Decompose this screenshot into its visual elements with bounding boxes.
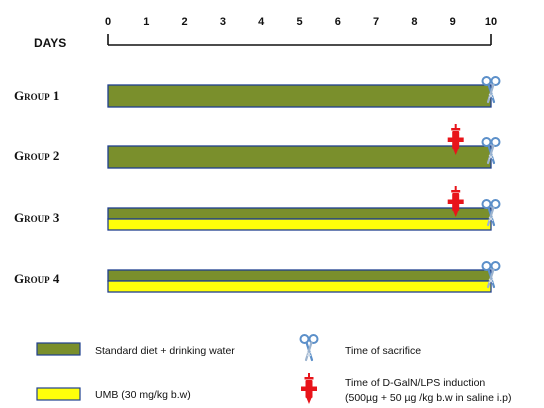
standard-bar (107, 145, 492, 169)
group-bars (107, 207, 492, 231)
standard-bar (107, 269, 492, 282)
tick-label: 6 (335, 16, 341, 28)
legend-label: Standard diet + drinking water (95, 345, 235, 357)
umb-swatch (36, 387, 81, 401)
group-bars (107, 269, 492, 293)
group-row: Group 3 (14, 186, 501, 231)
group-label: Group 1 (14, 88, 59, 103)
group-label: Group 2 (14, 148, 59, 163)
group-row: Group 4 (14, 260, 501, 293)
tick-label: 9 (450, 16, 456, 28)
group-bars (107, 145, 492, 169)
standard-swatch (36, 342, 81, 356)
tick-label: 1 (143, 16, 149, 28)
tick-label: 5 (296, 16, 302, 28)
legend-item-umb: UMB (30 mg/kg b.w) (36, 387, 191, 401)
syringe-injection-icon (301, 373, 317, 404)
tick-label: 0 (105, 16, 111, 28)
group-row: Group 2 (14, 124, 501, 169)
umb-bar (107, 280, 492, 293)
standard-bar (107, 84, 492, 108)
legend-item-sacrifice: Time of sacrifice (299, 333, 421, 362)
days-axis: DAYS 0 1 2 3 4 5 6 7 8 9 10 (34, 16, 497, 50)
umb-bar (107, 218, 492, 231)
tick-label: 10 (485, 16, 497, 28)
legend-label: Time of D-GalN/LPS induction (345, 377, 485, 389)
legend: Standard diet + drinking water UMB (30 m… (36, 333, 511, 404)
legend-label: (500µg + 50 µg /kg b.w in saline i.p) (345, 392, 511, 404)
tick-label: 8 (411, 16, 417, 28)
tick-label: 4 (258, 16, 265, 28)
axis-label: DAYS (34, 36, 66, 50)
group-label: Group 3 (14, 210, 60, 225)
group-label: Group 4 (14, 271, 60, 286)
standard-bar (107, 207, 492, 220)
tick-label: 3 (220, 16, 226, 28)
tick-label: 7 (373, 16, 379, 28)
legend-item-standard: Standard diet + drinking water (36, 342, 235, 357)
group-bars (107, 84, 492, 108)
group-row: Group 1 (14, 75, 501, 108)
legend-label: UMB (30 mg/kg b.w) (95, 389, 191, 401)
axis-ticks: 0 1 2 3 4 5 6 7 8 9 10 (105, 16, 497, 45)
legend-label: Time of sacrifice (345, 345, 421, 357)
scissors-icon (299, 333, 319, 362)
tick-label: 2 (182, 16, 188, 28)
legend-item-induction: Time of D-GalN/LPS induction (500µg + 50… (301, 373, 511, 404)
